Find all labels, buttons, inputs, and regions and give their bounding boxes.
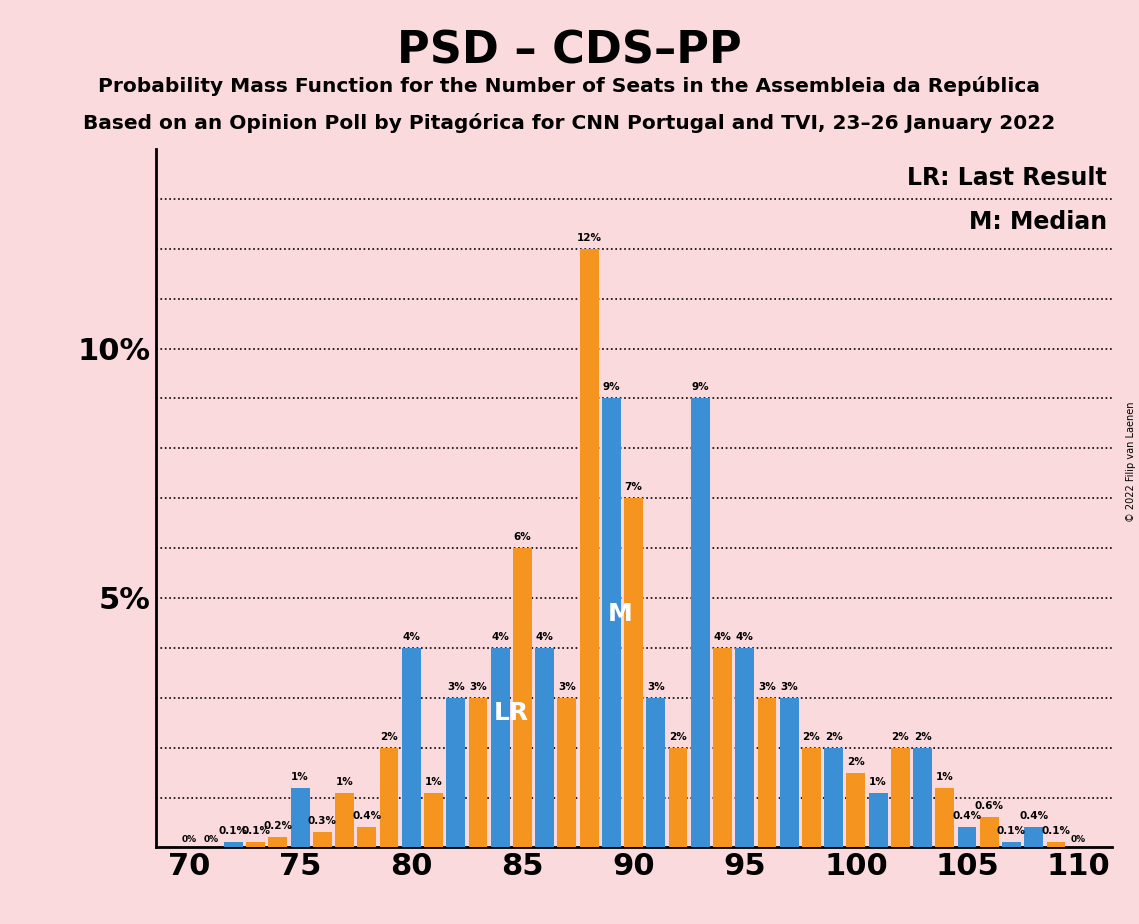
Bar <box>358 828 376 847</box>
Bar <box>446 698 465 847</box>
Bar <box>580 249 599 847</box>
Bar <box>736 648 754 847</box>
Text: 2%: 2% <box>913 732 932 742</box>
Text: 0.1%: 0.1% <box>219 826 248 836</box>
Bar <box>713 648 732 847</box>
Bar <box>491 648 509 847</box>
Text: 3%: 3% <box>446 682 465 692</box>
Text: 2%: 2% <box>803 732 820 742</box>
Bar <box>379 748 399 847</box>
Bar <box>825 748 843 847</box>
Text: 2%: 2% <box>670 732 687 742</box>
Bar <box>313 833 331 847</box>
Bar <box>669 748 688 847</box>
Bar <box>624 498 644 847</box>
Text: 9%: 9% <box>691 383 710 393</box>
Text: 1%: 1% <box>869 776 887 786</box>
Text: 0.1%: 0.1% <box>241 826 270 836</box>
Bar <box>402 648 420 847</box>
Text: LR: LR <box>493 700 528 724</box>
Text: 9%: 9% <box>603 383 620 393</box>
Text: 4%: 4% <box>535 632 554 642</box>
Bar <box>335 793 354 847</box>
Text: Based on an Opinion Poll by Pitagórica for CNN Portugal and TVI, 23–26 January 2: Based on an Opinion Poll by Pitagórica f… <box>83 113 1056 133</box>
Text: 0.1%: 0.1% <box>997 826 1026 836</box>
Bar <box>1024 828 1043 847</box>
Bar <box>424 793 443 847</box>
Text: 3%: 3% <box>759 682 776 692</box>
Text: Probability Mass Function for the Number of Seats in the Assembleia da República: Probability Mass Function for the Number… <box>98 76 1041 96</box>
Text: 6%: 6% <box>514 532 531 542</box>
Bar <box>513 548 532 847</box>
Bar <box>601 398 621 847</box>
Text: 1%: 1% <box>425 776 442 786</box>
Text: PSD – CDS–PP: PSD – CDS–PP <box>398 30 741 73</box>
Bar <box>1002 843 1021 847</box>
Bar <box>935 787 954 847</box>
Text: 1%: 1% <box>936 772 953 782</box>
Text: LR: Last Result: LR: Last Result <box>907 166 1107 190</box>
Text: 12%: 12% <box>576 233 601 243</box>
Text: 0.3%: 0.3% <box>308 817 337 826</box>
Bar <box>958 828 976 847</box>
Bar <box>780 698 798 847</box>
Text: 0.4%: 0.4% <box>952 811 982 821</box>
Text: 3%: 3% <box>647 682 665 692</box>
Text: 0.1%: 0.1% <box>1041 826 1071 836</box>
Text: 4%: 4% <box>491 632 509 642</box>
Bar <box>757 698 777 847</box>
Bar <box>980 818 999 847</box>
Text: 0%: 0% <box>204 835 219 845</box>
Bar <box>269 837 287 847</box>
Bar <box>869 793 887 847</box>
Bar <box>557 698 576 847</box>
Text: M: Median: M: Median <box>968 211 1107 235</box>
Bar <box>891 748 910 847</box>
Text: 3%: 3% <box>558 682 575 692</box>
Text: © 2022 Filip van Laenen: © 2022 Filip van Laenen <box>1126 402 1136 522</box>
Bar <box>290 787 310 847</box>
Text: 0.2%: 0.2% <box>263 821 293 832</box>
Bar <box>691 398 710 847</box>
Text: 3%: 3% <box>780 682 798 692</box>
Bar <box>1047 843 1065 847</box>
Text: 2%: 2% <box>825 732 843 742</box>
Text: 0.6%: 0.6% <box>975 801 1003 811</box>
Text: 4%: 4% <box>736 632 754 642</box>
Text: 2%: 2% <box>380 732 398 742</box>
Bar <box>468 698 487 847</box>
Text: 0.4%: 0.4% <box>1019 811 1048 821</box>
Text: 0%: 0% <box>181 835 197 845</box>
Bar <box>913 748 932 847</box>
Text: 4%: 4% <box>713 632 731 642</box>
Text: M: M <box>608 602 632 626</box>
Bar <box>535 648 554 847</box>
Text: 1%: 1% <box>336 776 353 786</box>
Bar <box>246 843 265 847</box>
Bar <box>646 698 665 847</box>
Text: 4%: 4% <box>402 632 420 642</box>
Bar <box>846 772 866 847</box>
Text: 2%: 2% <box>847 757 865 767</box>
Bar <box>802 748 821 847</box>
Text: 3%: 3% <box>469 682 486 692</box>
Text: 1%: 1% <box>292 772 309 782</box>
Text: 2%: 2% <box>892 732 909 742</box>
Text: 0%: 0% <box>1071 835 1085 845</box>
Text: 0.4%: 0.4% <box>352 811 382 821</box>
Bar <box>224 843 243 847</box>
Text: 7%: 7% <box>624 482 642 492</box>
